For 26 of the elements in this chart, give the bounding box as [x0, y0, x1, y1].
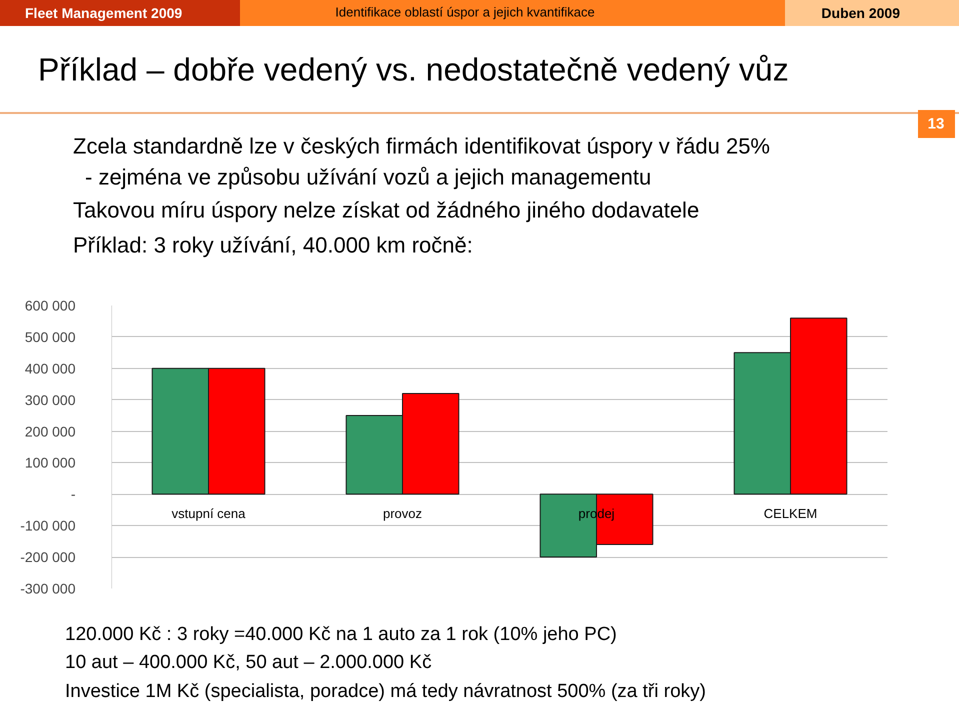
x-tick-label: vstupní cena — [172, 506, 246, 522]
y-tick-label: -300 000 — [20, 580, 76, 596]
text: Investice 1M Kč (specialista, poradce) má tedy návratnost 500% (za tři roky) — [65, 681, 706, 703]
y-tick-label: 400 000 — [24, 360, 76, 376]
text: 13 — [928, 115, 944, 133]
y-tick-label: 200 000 — [24, 423, 76, 440]
text: Duben 2009 — [821, 4, 900, 22]
x-tick-label: CELKEM — [764, 506, 818, 522]
y-tick-label: - — [70, 486, 76, 502]
text: Takovou míru úspory nelze získat od žádného jiného dodavatele — [73, 197, 700, 223]
y-tick-label: -100 000 — [20, 518, 76, 534]
text: 10 aut – 400.000 Kč, 50 aut – 2.000.000 Kč — [65, 652, 432, 674]
chart-title: Příklad – dobře vedený vs. nedostatečně vedený vůz — [38, 52, 789, 88]
text: Příklad: 3 roky užívání, 40.000 km ročně: — [73, 232, 473, 258]
x-tick-label: provoz — [382, 506, 422, 522]
text: Fleet Management 2009 — [25, 4, 182, 22]
x-tick-label: prodej — [578, 506, 615, 522]
y-tick-label: 500 000 — [24, 328, 76, 345]
y-tick-label: -200 000 — [20, 549, 76, 566]
y-tick-label: 300 000 — [24, 392, 76, 408]
y-tick-label: 100 000 — [24, 454, 76, 471]
text: Zcela standardně lze v českých firmách identifikovat úspory v řádu 25% — [73, 133, 770, 159]
text: 120.000 Kč : 3 roky =40.000 Kč na 1 auto za 1 rok (10% jeho PC) — [65, 624, 617, 646]
text: Identifikace oblastí úspor a jejich kvantifikace — [335, 4, 595, 20]
y-tick-label: 600 000 — [24, 298, 76, 314]
text: - zejména ve způsobu užívání vozů a jejich managementu — [85, 164, 652, 190]
